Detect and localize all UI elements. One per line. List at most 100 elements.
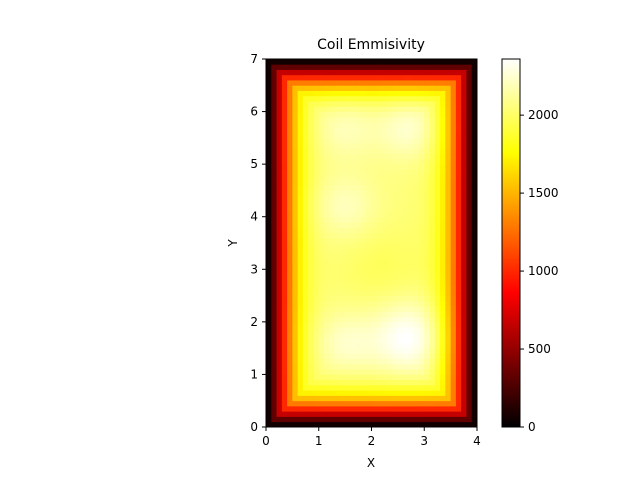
heatmap-cell <box>339 243 346 249</box>
heatmap-cell <box>271 127 277 133</box>
heatmap-cell <box>297 195 304 202</box>
heatmap-cell <box>371 169 378 176</box>
heatmap-cell <box>450 90 457 97</box>
heatmap-cell <box>355 148 362 155</box>
heatmap-cell <box>397 122 404 128</box>
heatmap-cell <box>382 190 388 197</box>
heatmap-cell <box>387 158 393 165</box>
heatmap-cell <box>313 148 320 155</box>
heatmap-cell <box>266 232 272 239</box>
heatmap-cell <box>324 64 330 70</box>
heatmap-cell <box>471 279 478 286</box>
heatmap-cell <box>324 311 330 317</box>
heatmap-cell <box>376 216 383 223</box>
heatmap-cell <box>387 74 393 81</box>
heatmap-cell <box>461 369 467 375</box>
heatmap-cell <box>424 190 430 197</box>
heatmap-cell <box>461 358 467 365</box>
heatmap-cell <box>413 358 420 365</box>
heatmap-cell <box>466 95 473 102</box>
heatmap-cell <box>318 190 325 197</box>
heatmap-cell <box>471 74 478 81</box>
heatmap-cell <box>292 80 299 86</box>
heatmap-cell <box>324 148 330 155</box>
heatmap-cell <box>429 64 436 70</box>
heatmap-cell <box>366 321 372 328</box>
heatmap-cell <box>413 311 420 317</box>
heatmap-cell <box>424 227 430 233</box>
heatmap-cell <box>297 243 304 249</box>
heatmap-cell <box>355 74 362 81</box>
heatmap-cell <box>281 379 288 386</box>
heatmap-cell <box>355 185 362 191</box>
heatmap-cell <box>440 306 446 312</box>
heatmap-cell <box>334 237 341 244</box>
heatmap-cell <box>281 211 288 218</box>
heatmap-cell <box>271 90 277 97</box>
heatmap-cell <box>345 69 351 76</box>
heatmap-cell <box>366 137 372 144</box>
heatmap-cell <box>434 353 441 360</box>
y-tick-label: 6 <box>250 105 258 119</box>
heatmap-cell <box>418 237 425 244</box>
heatmap-cell <box>445 64 452 70</box>
heatmap-cell <box>334 411 341 417</box>
heatmap-cell <box>329 211 335 218</box>
heatmap-cell <box>324 195 330 202</box>
heatmap-cell <box>387 379 393 386</box>
heatmap-cell <box>424 321 430 328</box>
heatmap-cell <box>397 243 404 249</box>
heatmap-cell <box>281 106 288 112</box>
heatmap-cell <box>297 264 304 270</box>
heatmap-cell <box>271 253 277 260</box>
heatmap-cell <box>329 153 335 160</box>
heatmap-cell <box>308 285 314 291</box>
heatmap-cell <box>440 295 446 302</box>
heatmap-cell <box>287 274 293 281</box>
heatmap-cell <box>318 169 325 176</box>
heatmap-cell <box>382 216 388 223</box>
heatmap-cell <box>345 295 351 302</box>
heatmap-cell <box>302 80 309 86</box>
heatmap-cell <box>392 421 399 428</box>
heatmap-cell <box>408 216 415 223</box>
heatmap-cell <box>440 300 446 307</box>
heatmap-cell <box>334 158 341 165</box>
heatmap-cell <box>408 295 415 302</box>
heatmap-cell <box>339 400 346 407</box>
heatmap-cell <box>397 316 404 323</box>
heatmap-cell <box>308 164 314 170</box>
heatmap-cell <box>302 179 309 186</box>
heatmap-cell <box>434 400 441 407</box>
heatmap-cell <box>276 221 283 228</box>
heatmap-cell <box>287 411 293 417</box>
heatmap-cell <box>461 95 467 102</box>
heatmap-cell <box>450 132 457 139</box>
heatmap-cell <box>466 179 473 186</box>
heatmap-cell <box>350 179 357 186</box>
heatmap-cell <box>302 211 309 218</box>
heatmap-cell <box>445 59 452 65</box>
heatmap-cell <box>292 279 299 286</box>
heatmap-cell <box>366 101 372 107</box>
heatmap-cell <box>413 95 420 102</box>
heatmap-cell <box>302 300 309 307</box>
heatmap-cell <box>413 253 420 260</box>
heatmap-cell <box>366 248 372 254</box>
heatmap-cell <box>276 342 283 349</box>
heatmap-cell <box>392 269 399 275</box>
y-axis-label: Y <box>226 239 240 248</box>
heatmap-cell <box>392 416 399 423</box>
heatmap-cell <box>434 206 441 212</box>
heatmap-cell <box>339 306 346 312</box>
heatmap-cell <box>292 327 299 333</box>
heatmap-cell <box>329 374 335 381</box>
heatmap-cell <box>403 321 409 328</box>
heatmap-cell <box>387 416 393 423</box>
heatmap-cell <box>329 59 335 65</box>
heatmap-cell <box>329 264 335 270</box>
heatmap-cell <box>329 195 335 202</box>
heatmap-cell <box>318 411 325 417</box>
heatmap-cell <box>324 243 330 249</box>
heatmap-cell <box>360 353 367 360</box>
